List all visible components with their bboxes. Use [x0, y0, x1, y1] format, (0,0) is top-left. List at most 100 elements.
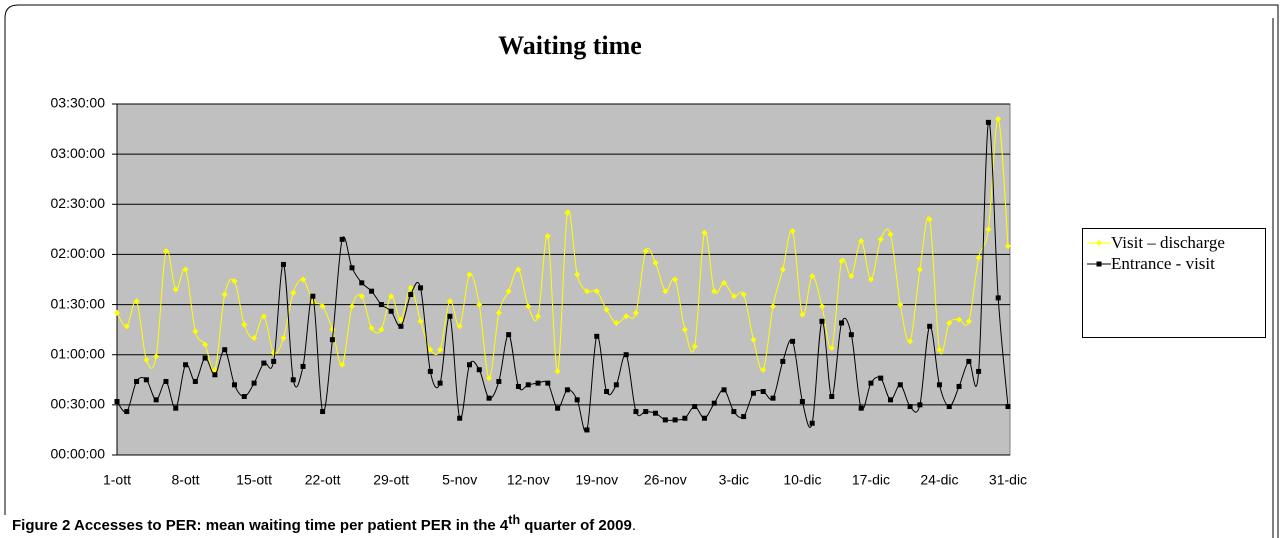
- legend-item: Visit – discharge: [1087, 233, 1265, 252]
- point: [212, 372, 218, 378]
- x-tick-label: 31-dic: [989, 472, 1027, 488]
- point: [985, 226, 992, 233]
- point: [300, 276, 307, 283]
- point: [750, 336, 757, 343]
- point: [672, 417, 678, 423]
- point: [916, 266, 923, 273]
- point: [408, 292, 414, 298]
- point: [515, 383, 521, 389]
- point: [319, 303, 326, 310]
- point: [858, 238, 865, 245]
- point: [172, 286, 179, 293]
- point: [535, 313, 542, 320]
- point: [868, 380, 874, 386]
- y-tick-label: 01:30:00: [51, 295, 106, 311]
- point: [956, 316, 963, 323]
- y-tick-label: 01:00:00: [51, 345, 106, 361]
- point: [927, 323, 933, 329]
- point: [398, 323, 404, 329]
- point: [241, 321, 248, 328]
- point: [789, 228, 796, 235]
- point: [770, 395, 776, 401]
- point: [731, 409, 737, 415]
- point: [1005, 243, 1011, 250]
- point: [790, 338, 796, 344]
- point: [966, 358, 972, 364]
- y-tick-label: 03:30:00: [51, 95, 106, 111]
- point: [603, 306, 610, 313]
- point: [486, 395, 492, 401]
- point: [447, 313, 453, 319]
- point: [662, 417, 668, 423]
- point: [495, 309, 502, 316]
- point: [623, 313, 630, 320]
- point: [828, 345, 835, 352]
- x-tick-label: 29-ott: [373, 472, 409, 488]
- x-tick-label: 15-ott: [236, 472, 272, 488]
- point: [300, 363, 306, 369]
- point: [437, 346, 444, 353]
- point: [348, 303, 355, 310]
- point: [368, 324, 375, 331]
- x-tick-label: 1-ott: [103, 472, 131, 488]
- y-tick-label: 03:00:00: [51, 145, 106, 161]
- point: [251, 380, 257, 386]
- point: [818, 303, 825, 310]
- x-tick-label: 12-nov: [507, 472, 550, 488]
- point: [936, 346, 943, 353]
- point: [848, 332, 854, 338]
- y-tick-label: 00:00:00: [51, 446, 106, 462]
- point: [231, 382, 237, 388]
- point: [388, 308, 394, 314]
- point: [525, 382, 531, 388]
- point: [956, 383, 962, 389]
- point: [662, 288, 669, 295]
- point: [280, 261, 286, 267]
- caption-sup: th: [508, 513, 521, 527]
- point: [888, 397, 894, 403]
- point: [799, 311, 806, 318]
- point: [632, 309, 639, 316]
- point: [711, 400, 717, 406]
- point: [574, 271, 581, 278]
- frame: [4, 4, 1279, 538]
- point: [838, 258, 845, 265]
- point: [652, 259, 659, 266]
- x-tick-label: 3-dic: [719, 472, 749, 488]
- legend-key: [1087, 261, 1111, 267]
- chart-title: Waiting time: [498, 31, 642, 60]
- point: [819, 318, 825, 324]
- point: [153, 353, 160, 360]
- point: [545, 380, 551, 386]
- point: [711, 288, 718, 295]
- point: [123, 323, 130, 330]
- point: [427, 346, 434, 353]
- point: [241, 394, 247, 399]
- legend-label: Visit – discharge: [1111, 233, 1225, 252]
- point: [721, 387, 727, 393]
- point: [936, 382, 942, 388]
- point: [760, 388, 766, 394]
- point: [358, 293, 365, 300]
- point: [681, 326, 688, 333]
- point: [1005, 404, 1011, 410]
- point: [192, 328, 199, 335]
- point: [907, 338, 914, 345]
- point: [564, 387, 570, 393]
- point: [574, 397, 580, 403]
- point: [192, 378, 198, 384]
- legend-label: Entrance - visit: [1111, 254, 1215, 273]
- point: [740, 291, 747, 298]
- point: [554, 368, 561, 375]
- point: [222, 347, 228, 353]
- point: [653, 410, 659, 416]
- point: [143, 377, 149, 383]
- point: [730, 293, 737, 300]
- point: [584, 427, 590, 433]
- point: [466, 362, 472, 368]
- point: [858, 405, 864, 411]
- point: [202, 341, 209, 348]
- y-tick-label: 00:30:00: [51, 396, 106, 412]
- point: [486, 375, 493, 382]
